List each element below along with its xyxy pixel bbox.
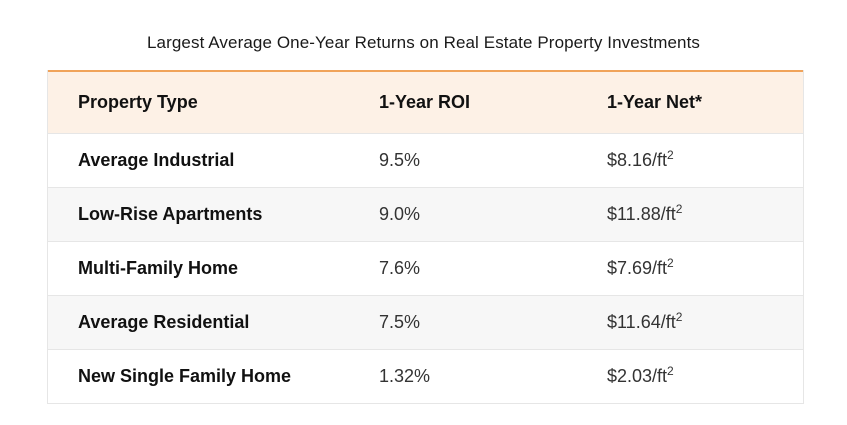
table-header-row: Property Type 1-Year ROI 1-Year Net* (48, 71, 803, 134)
property-type-cell: Average Industrial (48, 133, 379, 188)
table-row: New Single Family Home 1.32% $2.03/ft2 (48, 349, 803, 403)
roi-cell: 9.5% (379, 133, 607, 188)
table-row: Average Residential 7.5% $11.64/ft2 (48, 295, 803, 350)
roi-cell: 9.0% (379, 187, 607, 242)
table-row: Multi-Family Home 7.6% $7.69/ft2 (48, 241, 803, 296)
net-cell: $7.69/ft2 (607, 241, 803, 296)
roi-cell: 7.6% (379, 241, 607, 296)
roi-cell: 7.5% (379, 295, 607, 350)
unit-exponent: 2 (667, 148, 674, 162)
unit-exponent: 2 (675, 202, 683, 216)
property-type-cell: Average Residential (48, 295, 379, 350)
net-value: $7.69/ft (607, 258, 668, 278)
net-value: $11.64/ft (607, 312, 676, 332)
table-title: Largest Average One-Year Returns on Real… (147, 33, 700, 52)
net-cell: $2.03/ft2 (607, 349, 803, 403)
table-row: Low-Rise Apartments 9.0% $11.88/ft2 (48, 187, 803, 242)
returns-table: Property Type 1-Year ROI 1-Year Net* Ave… (47, 70, 804, 404)
unit-exponent: 2 (667, 364, 674, 378)
net-cell: $11.64/ft2 (607, 295, 803, 350)
net-value: $2.03/ft (607, 366, 668, 386)
net-cell: $11.88/ft2 (607, 187, 803, 242)
property-type-cell: Multi-Family Home (48, 241, 379, 296)
unit-exponent: 2 (667, 256, 674, 270)
returns-table-grid: Property Type 1-Year ROI 1-Year Net* Ave… (48, 70, 803, 403)
roi-cell: 1.32% (379, 349, 607, 403)
property-type-cell: New Single Family Home (48, 349, 379, 403)
net-value: $11.88/ft (607, 204, 676, 224)
column-header-roi: 1-Year ROI (379, 92, 471, 112)
net-cell: $8.16/ft2 (607, 133, 803, 188)
column-header-net: 1-Year Net* (607, 92, 703, 112)
unit-exponent: 2 (675, 310, 683, 324)
table-row: Average Industrial 9.5% $8.16/ft2 (48, 133, 803, 188)
column-header-property-type: Property Type (78, 92, 198, 112)
property-type-cell: Low-Rise Apartments (48, 187, 379, 242)
net-value: $8.16/ft (607, 150, 668, 170)
